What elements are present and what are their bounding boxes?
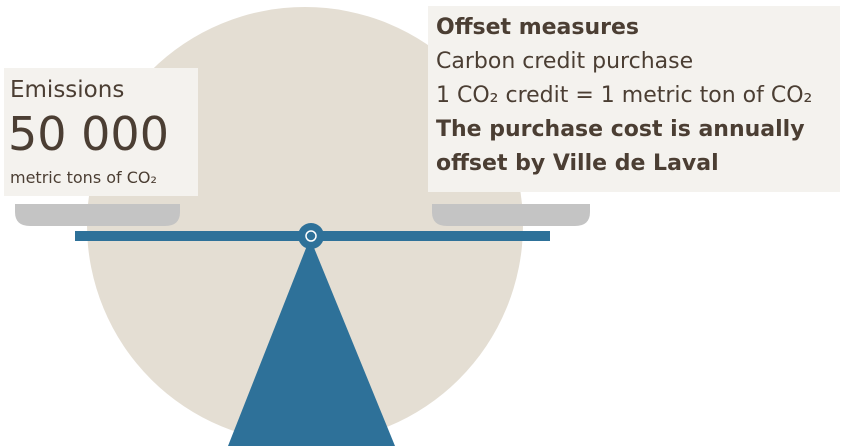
offset-title: Offset measures bbox=[436, 15, 639, 40]
emissions-unit: metric tons of CO₂ bbox=[10, 168, 157, 187]
emissions-title: Emissions bbox=[10, 77, 124, 103]
left-pan bbox=[15, 204, 180, 226]
offset-equivalence: 1 CO₂ credit = 1 metric ton of CO₂ bbox=[436, 83, 812, 108]
right-pan bbox=[432, 204, 590, 226]
offset-note: offset by Ville de Laval bbox=[436, 151, 719, 176]
pivot bbox=[298, 223, 324, 249]
offset-note: The purchase cost is annually bbox=[436, 117, 805, 142]
infographic: Emissions 50 000 metric tons of CO₂ Offs… bbox=[0, 0, 865, 446]
offset-measure: Carbon credit purchase bbox=[436, 49, 693, 74]
emissions-amount: 50 000 bbox=[8, 107, 169, 161]
